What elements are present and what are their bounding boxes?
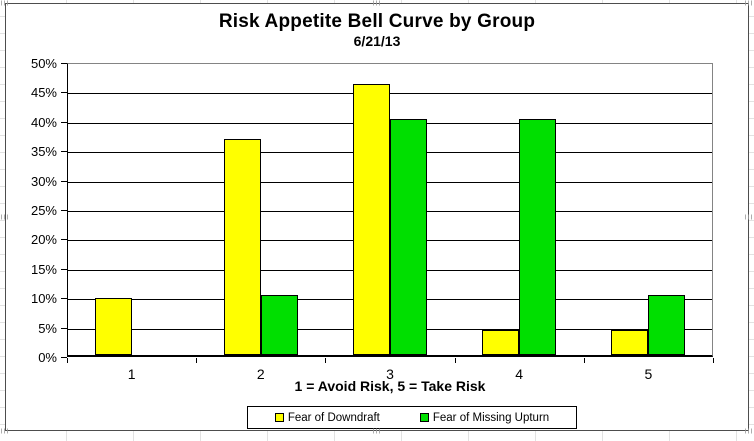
x-axis-label: 2 <box>256 366 265 382</box>
y-axis-label: 50% <box>30 56 57 71</box>
legend-label: Fear of Downdraft <box>287 411 380 424</box>
chart-resize-handle[interactable] <box>373 0 381 6</box>
y-axis-label: 15% <box>30 261 57 277</box>
y-axis-tick <box>61 268 67 270</box>
x-axis-label: 1 <box>127 366 136 382</box>
bar-series2-group3[interactable] <box>390 118 427 355</box>
y-axis-label: 10% <box>30 291 57 307</box>
legend-swatch-icon <box>419 413 429 422</box>
chart-resize-handle[interactable] <box>1 428 9 434</box>
y-axis-label: 40% <box>30 114 57 130</box>
chart-resize-handle[interactable] <box>1 0 9 6</box>
chart-resize-handle[interactable] <box>1 214 9 220</box>
y-axis-tick <box>61 63 67 64</box>
legend-item-series1[interactable]: Fear of Downdraft <box>274 411 380 424</box>
y-axis-tick <box>61 121 67 123</box>
y-axis-label: 25% <box>30 203 57 218</box>
y-axis-tick <box>61 298 67 300</box>
legend-item-series2[interactable]: Fear of Missing Upturn <box>419 411 550 424</box>
y-axis-label: 30% <box>30 173 57 189</box>
y-axis-label: 5% <box>38 320 57 336</box>
chart-subtitle[interactable]: 6/21/13 <box>353 33 401 49</box>
bar-series1-group4[interactable] <box>482 330 520 355</box>
y-axis-tick <box>61 239 67 241</box>
y-axis-tick <box>61 357 67 358</box>
chart-resize-handle[interactable] <box>745 428 753 434</box>
x-axis-tick <box>454 358 456 363</box>
y-axis-label: 45% <box>30 85 57 101</box>
bar-series1-group1[interactable] <box>94 298 132 355</box>
x-axis-tick <box>325 358 327 363</box>
x-axis-label: 3 <box>386 366 394 382</box>
y-axis-tick <box>61 180 67 182</box>
x-axis-tick <box>713 358 714 363</box>
chart-title[interactable]: Risk Appetite Bell Curve by Group <box>218 11 536 32</box>
x-axis-tick <box>67 358 68 363</box>
plot-area[interactable] <box>67 63 713 357</box>
bar-series1-group2[interactable] <box>223 139 261 355</box>
x-axis-title: 1 = Avoid Risk, 5 = Take Risk <box>294 378 486 394</box>
gridline-45pct <box>68 93 712 95</box>
y-axis-label: 35% <box>30 144 57 160</box>
y-axis-tick <box>61 92 67 94</box>
chart-resize-handle[interactable] <box>373 428 381 434</box>
x-axis-label: 4 <box>515 366 524 382</box>
y-axis-label: 20% <box>30 232 57 248</box>
bar-series2-group2[interactable] <box>260 295 298 355</box>
x-axis-tick <box>583 358 585 363</box>
chart-object[interactable]: Risk Appetite Bell Curve by Group 6/21/1… <box>5 3 749 431</box>
y-axis-tick <box>61 327 67 329</box>
bar-series2-group5[interactable] <box>648 295 686 355</box>
bar-series1-group5[interactable] <box>611 330 649 355</box>
y-axis-tick <box>61 151 67 153</box>
bar-series1-group3[interactable] <box>353 83 390 355</box>
legend-swatch-icon <box>274 413 284 422</box>
x-axis-tick <box>196 358 198 363</box>
x-axis-label: 5 <box>644 366 653 382</box>
legend-label: Fear of Missing Upturn <box>432 411 550 424</box>
legend[interactable]: Fear of Downdraft Fear of Missing Upturn <box>247 406 577 429</box>
y-axis-tick <box>61 210 67 211</box>
chart-resize-handle[interactable] <box>745 214 753 220</box>
y-axis-label: 0% <box>38 350 57 365</box>
bar-series2-group4[interactable] <box>519 118 557 355</box>
chart-resize-handle[interactable] <box>745 0 753 6</box>
